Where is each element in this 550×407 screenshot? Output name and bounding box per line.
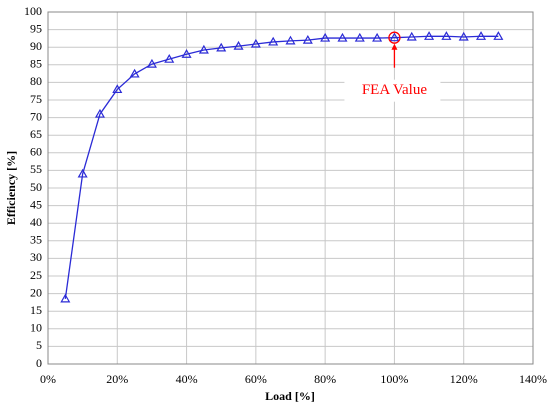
plot-border [47, 11, 534, 365]
annotation-box [344, 79, 441, 102]
x-tick-label: 140% [519, 372, 547, 386]
marker [337, 32, 348, 42]
marker [372, 32, 383, 42]
marker [60, 293, 71, 303]
marker [354, 32, 365, 42]
marker [129, 68, 140, 78]
y-axis-title: Efficiency [%] [4, 151, 18, 225]
marker [476, 31, 487, 40]
marker [389, 32, 400, 42]
y-tick-label: 15 [30, 303, 42, 317]
y-tick-label: 60 [30, 145, 42, 159]
x-axis-title: Load [%] [265, 389, 315, 403]
y-tick-label: 30 [30, 250, 42, 264]
y-tick-label: 55 [30, 162, 42, 176]
marker [441, 31, 452, 40]
x-tick-label: 0% [40, 372, 56, 386]
marker [94, 108, 105, 118]
y-tick-label: 50 [30, 180, 42, 194]
y-tick-label: 10 [30, 321, 42, 335]
x-tick-label: 100% [380, 372, 408, 386]
marker [458, 31, 469, 41]
y-tick-label: 65 [30, 127, 42, 141]
marker [164, 53, 175, 63]
y-tick-label: 25 [30, 268, 42, 282]
marker [216, 42, 227, 52]
annotation-circle [388, 31, 401, 44]
y-tick-label: 45 [30, 197, 42, 211]
marker [268, 36, 279, 46]
y-tick-label: 95 [30, 21, 42, 35]
x-tick-label: 80% [314, 372, 336, 386]
marker [198, 44, 209, 54]
marker [77, 168, 88, 178]
marker [112, 84, 123, 94]
y-tick-label: 20 [30, 285, 42, 299]
marker [424, 31, 435, 40]
y-tick-label: 80 [30, 74, 42, 88]
y-tick-label: 5 [36, 338, 42, 352]
marker [181, 49, 192, 58]
marker [146, 58, 157, 68]
y-tick-label: 75 [30, 92, 42, 106]
marker [233, 40, 244, 50]
y-tick-label: 40 [30, 215, 42, 229]
marker [406, 31, 417, 41]
marker [250, 38, 261, 48]
y-tick-label: 100 [24, 4, 42, 18]
x-tick-label: 20% [106, 372, 128, 386]
annotation-arrowhead [391, 43, 398, 50]
annotation-text: FEA Value [362, 82, 427, 98]
x-tick-label: 120% [450, 372, 478, 386]
marker [302, 34, 313, 44]
x-tick-label: 60% [245, 372, 267, 386]
marker [493, 31, 504, 40]
y-tick-label: 70 [30, 109, 42, 123]
y-tick-label: 85 [30, 57, 42, 71]
series-line [64, 35, 499, 299]
y-tick-label: 90 [30, 39, 42, 53]
x-tick-label: 40% [176, 372, 198, 386]
y-tick-label: 0 [36, 356, 42, 370]
y-tick-label: 35 [30, 233, 42, 247]
marker [285, 35, 296, 45]
marker [320, 32, 331, 42]
